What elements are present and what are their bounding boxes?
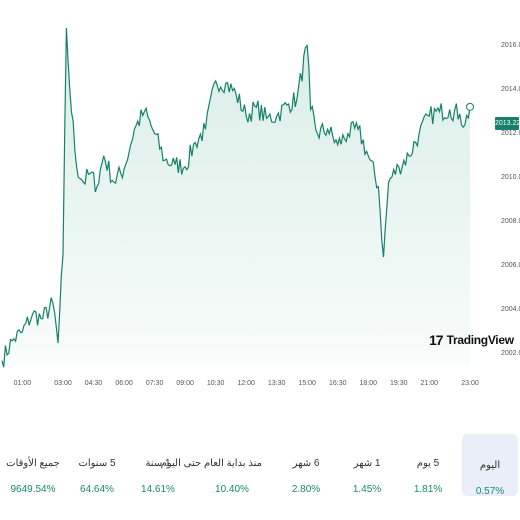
- y-tick-label: 2010.00: [501, 173, 520, 181]
- tradingview-logo[interactable]: 17 TradingView: [429, 332, 514, 348]
- price-chart[interactable]: [0, 0, 520, 400]
- x-tick-label: 06:00: [115, 380, 133, 387]
- y-tick-label: 2012.00: [501, 129, 520, 137]
- period-6-months[interactable]: 6 شهر 2.80%: [276, 432, 336, 495]
- period-5-days[interactable]: 5 يوم 1.81%: [398, 432, 458, 495]
- period-label: 5 سنوات: [78, 458, 116, 469]
- period-1-year[interactable]: 1 سنة 14.61%: [128, 432, 188, 495]
- tradingview-logo-icon: 17: [429, 332, 444, 348]
- period-label: جميع الأوقات: [6, 458, 60, 469]
- x-tick-label: 12:00: [237, 380, 255, 387]
- x-tick-label: 19:30: [390, 380, 408, 387]
- period-5-years[interactable]: 5 سنوات 64.64%: [67, 432, 127, 495]
- x-tick-label: 18:00: [359, 380, 378, 387]
- y-tick-label: 2004.00: [501, 305, 520, 313]
- y-tick-label: 2002.00: [501, 349, 520, 357]
- period-label: 5 يوم: [416, 458, 440, 469]
- period-ytd[interactable]: منذ بداية العام حتى اليوم 10.40%: [160, 432, 262, 495]
- price-area-fill: [2, 28, 470, 368]
- period-value: 14.61%: [141, 484, 175, 495]
- x-tick-label: 23:00: [461, 380, 479, 387]
- last-point-marker: [466, 102, 474, 111]
- x-tick-label: 16:30: [328, 380, 347, 387]
- x-tick-label: 13:30: [267, 380, 286, 387]
- period-value: 0.57%: [475, 486, 505, 497]
- y-tick-label: 2014.00: [501, 85, 520, 93]
- x-tick-label: 09:00: [176, 380, 194, 387]
- x-tick-label: 10:30: [206, 380, 225, 387]
- period-value: 9649.54%: [10, 484, 56, 495]
- period-today[interactable]: اليوم 0.57%: [462, 434, 518, 497]
- period-1-month[interactable]: 1 شهر 1.45%: [337, 432, 397, 495]
- y-tick-label: 2008.00: [501, 217, 520, 225]
- x-tick-label: 07:30: [145, 380, 164, 387]
- logo-text: TradingView: [446, 333, 514, 347]
- last-price-badge: 2013.22: [495, 117, 520, 130]
- period-label: 1 سنة: [145, 458, 171, 469]
- period-value: 1.81%: [413, 484, 443, 495]
- period-value: 64.64%: [80, 484, 114, 495]
- period-label: 1 شهر: [353, 458, 381, 469]
- period-value: 10.40%: [215, 484, 249, 495]
- period-label: اليوم: [479, 460, 501, 471]
- x-tick-label: 01:00: [13, 380, 32, 387]
- x-tick-label: 03:00: [54, 380, 72, 387]
- period-all-time[interactable]: جميع الأوقات 9649.54%: [3, 432, 63, 495]
- period-value: 2.80%: [291, 484, 321, 495]
- period-value: 1.45%: [352, 484, 382, 495]
- y-tick-label: 2016.00: [501, 41, 520, 49]
- period-selector: جميع الأوقات 9649.54% 5 سنوات 64.64% 1 س…: [0, 432, 520, 520]
- period-label: منذ بداية العام حتى اليوم: [160, 458, 262, 469]
- period-label: 6 شهر: [292, 458, 320, 469]
- x-tick-label: 15:00: [298, 380, 316, 387]
- price-series-line: [1, 27, 471, 368]
- x-tick-label: 04:30: [84, 380, 103, 387]
- x-tick-label: 21:00: [420, 380, 439, 387]
- y-tick-label: 2006.00: [501, 261, 520, 269]
